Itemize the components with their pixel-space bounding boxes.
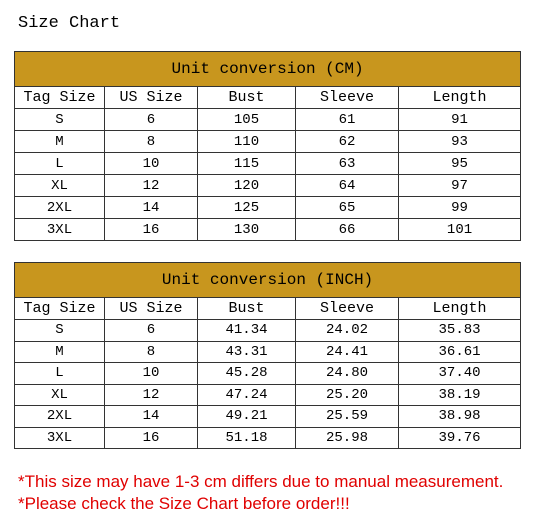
table-cell: S <box>14 319 105 342</box>
column-header: US Size <box>104 86 198 109</box>
table-cell: 8 <box>104 130 198 153</box>
table-cell: 115 <box>197 152 296 175</box>
table-cell: 16 <box>104 426 198 449</box>
table-cell: 8 <box>104 340 198 363</box>
table-cell: 6 <box>104 319 198 342</box>
band-row: Unit conversion (INCH) <box>13 262 522 298</box>
table-title: Unit conversion (INCH) <box>13 262 522 298</box>
table-cell: 64 <box>295 174 399 197</box>
header-row: Tag Size US Size Bust Sleeve Length <box>14 297 522 320</box>
table-cell: 99 <box>397 196 522 219</box>
column-header: Length <box>397 86 522 109</box>
band-row: Unit conversion (CM) <box>13 51 522 87</box>
table-cell: 125 <box>197 196 296 219</box>
table-cell: 14 <box>104 405 198 428</box>
table-row: M 8 110 62 93 <box>14 130 522 153</box>
size-table: Unit conversion (INCH) Tag Size US Size Bus… <box>13 262 522 449</box>
table-cell: 110 <box>197 130 296 153</box>
table-row: XL 12 120 64 97 <box>14 174 522 197</box>
table-cell: 12 <box>104 174 198 197</box>
table-cell: 10 <box>104 362 198 385</box>
table-cell: M <box>14 340 105 363</box>
table-cell: 41.34 <box>197 319 296 342</box>
table-cell: 37.40 <box>397 362 522 385</box>
table-cell: 120 <box>197 174 296 197</box>
table-cell: 93 <box>397 130 522 153</box>
table-cell: XL <box>14 383 105 406</box>
table-cell: 25.98 <box>295 426 399 449</box>
table-cell: 36.61 <box>397 340 522 363</box>
column-header: Bust <box>197 86 296 109</box>
table-row: L 10 45.28 24.80 37.40 <box>14 362 522 385</box>
note: *Please check the Size Chart before orde… <box>18 494 350 513</box>
table-cell: 10 <box>104 152 198 175</box>
table-cell: S <box>14 108 105 131</box>
table-cell: 45.28 <box>197 362 296 385</box>
table-row: S 6 41.34 24.02 35.83 <box>14 319 522 342</box>
table-cell: 47.24 <box>197 383 296 406</box>
table-cell: 43.31 <box>197 340 296 363</box>
table-cell: L <box>14 152 105 175</box>
table-cell: 130 <box>197 218 296 241</box>
table-cell: 38.98 <box>397 405 522 428</box>
table-cell: 25.20 <box>295 383 399 406</box>
table-cell: 2XL <box>14 405 105 428</box>
column-header: US Size <box>104 297 198 320</box>
table-cell: 61 <box>295 108 399 131</box>
table-cell: 65 <box>295 196 399 219</box>
column-header: Tag Size <box>14 86 105 109</box>
table-cell: XL <box>14 174 105 197</box>
table-row: 3XL 16 130 66 101 <box>14 218 522 241</box>
table-cell: 91 <box>397 108 522 131</box>
table-cell: 63 <box>295 152 399 175</box>
table-row: L 10 115 63 95 <box>14 152 522 175</box>
table-cell: 24.41 <box>295 340 399 363</box>
page-title: Size Chart <box>18 14 121 33</box>
table-cell: 24.80 <box>295 362 399 385</box>
table-cell: 95 <box>397 152 522 175</box>
header-row: Tag Size US Size Bust Sleeve Length <box>14 86 522 109</box>
table-row: 2XL 14 125 65 99 <box>14 196 522 219</box>
table-cell: 12 <box>104 383 198 406</box>
column-header: Bust <box>197 297 296 320</box>
table-cell: 6 <box>104 108 198 131</box>
table-row: 3XL 16 51.18 25.98 39.76 <box>14 426 522 449</box>
table-row: XL 12 47.24 25.20 38.19 <box>14 383 522 406</box>
table-cell: 14 <box>104 196 198 219</box>
table-cell: L <box>14 362 105 385</box>
table-title: Unit conversion (CM) <box>13 51 522 87</box>
column-header: Sleeve <box>295 86 399 109</box>
table-row: S 6 105 61 91 <box>14 108 522 131</box>
table-cell: 35.83 <box>397 319 522 342</box>
table-cell: 101 <box>397 218 522 241</box>
column-header: Sleeve <box>295 297 399 320</box>
table-cell: 51.18 <box>197 426 296 449</box>
table-cell: 62 <box>295 130 399 153</box>
note: *This size may have 1-3 cm differs due t… <box>18 472 504 491</box>
table-cell: 38.19 <box>397 383 522 406</box>
table-cell: 105 <box>197 108 296 131</box>
table-cell: 2XL <box>14 196 105 219</box>
table-cell: 97 <box>397 174 522 197</box>
table-row: 2XL 14 49.21 25.59 38.98 <box>14 405 522 428</box>
table-cell: 39.76 <box>397 426 522 449</box>
table-cell: 3XL <box>14 426 105 449</box>
table-cell: 24.02 <box>295 319 399 342</box>
table-cell: 25.59 <box>295 405 399 428</box>
column-header: Tag Size <box>14 297 105 320</box>
table-cell: 16 <box>104 218 198 241</box>
table-row: M 8 43.31 24.41 36.61 <box>14 340 522 363</box>
table-cell: 3XL <box>14 218 105 241</box>
size-table: Unit conversion (CM) Tag Size US Size Bust S… <box>13 51 522 241</box>
table-cell: M <box>14 130 105 153</box>
column-header: Length <box>397 297 522 320</box>
table-cell: 49.21 <box>197 405 296 428</box>
table-cell: 66 <box>295 218 399 241</box>
